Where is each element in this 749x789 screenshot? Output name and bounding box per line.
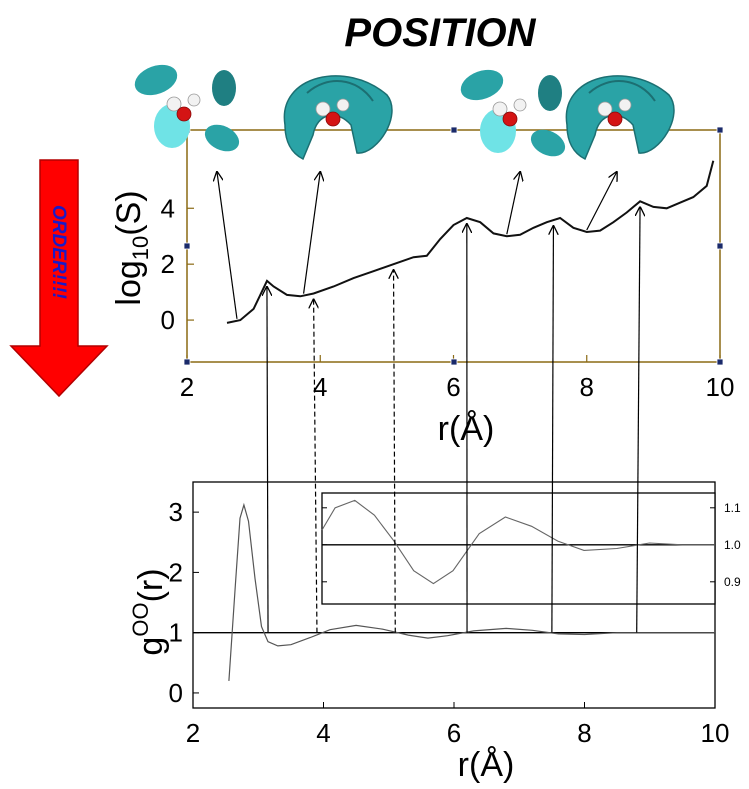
rdf-chart: 0 1 2 3 2 4 6 8 10 gOO(r) r(Å) 1.1 1.0 0.9 [128,481,741,784]
hydrogen-atom [166,96,182,112]
frame-handle [716,358,724,366]
density-map-3 [460,69,566,157]
hydrogen-atom [315,101,331,117]
rdf-y-axis-label: gOO(r) [128,568,170,655]
density-maps [134,64,675,319]
density-map-2 [283,75,393,161]
entropy-y-ticks: 0 2 4 [161,193,194,335]
hydrogen-atom [513,98,527,112]
iso-lobe [460,69,504,101]
entropy-y-axis-label: log10(S) [110,190,153,305]
frame-handle [183,358,191,366]
entropy-x-axis-label: r(Å) [438,410,495,448]
density-map-1 [134,64,240,152]
entropy-x-tick-label: 8 [580,372,594,402]
iso-lobe [538,75,562,111]
peak-connector-arrow [314,300,317,633]
frame-handle [183,242,191,250]
entropy-x-ticks: 2 4 6 8 10 [180,355,735,402]
entropy-x-tick-label: 6 [446,372,460,402]
rdf-x-tick-label: 10 [701,718,730,748]
oxygen-atom [502,111,518,127]
peak-connector-arrow [552,226,554,633]
peak-connector-arrow [267,287,268,633]
rdf-x-tick-label: 2 [186,718,200,748]
inset-curve [321,499,715,585]
hydrogen-atom [187,93,201,107]
iso-shading [588,80,656,102]
iso-cradle [283,75,393,161]
frame-handle [716,126,724,134]
iso-lobe [530,129,566,157]
hydrogen-atom [492,101,508,117]
rdf-x-tick-label: 6 [447,718,461,748]
rdf-x-tick-label: 4 [316,718,330,748]
entropy-x-tick-label: 10 [706,372,735,402]
map-pointer-arrow [217,172,238,319]
map-pointer-arrow [302,172,321,294]
frame-handle [716,242,724,250]
rdf-x-tick-label: 8 [577,718,591,748]
rdf-y-tick-label: 1 [169,618,183,648]
map-pointer-arrow [586,172,617,231]
inset-frame [321,492,716,605]
entropy-x-tick-label: 4 [313,372,327,402]
entropy-x-tick-label: 2 [180,372,194,402]
peak-connectors [267,207,640,633]
entropy-y-tick-label: 2 [161,249,175,279]
entropy-y-tick-label: 0 [161,305,175,335]
map-pointer-arrow [506,172,520,235]
iso-lobe [212,70,236,106]
rdf-x-axis-label: r(Å) [458,746,515,784]
inset-y-tick-label: 0.9 [724,575,741,589]
figure-title: POSITION [344,11,536,55]
inset-y-ticks: 1.1 1.0 0.9 [322,501,741,589]
inset-y-tick-label: 1.0 [724,538,741,552]
oxygen-atom [176,106,192,122]
rdf-y-tick-label: 3 [169,497,183,527]
entropy-chart: 0 2 4 2 4 6 8 10 log10(S) r(Å) [110,126,735,448]
hydrogen-atom [618,98,632,112]
entropy-y-tick-label: 4 [161,193,175,223]
peak-connector-arrow [637,207,640,633]
iso-lobe [204,124,240,152]
order-arrow-shape [9,159,109,398]
rdf-x-ticks: 2 4 6 8 10 [186,702,730,748]
frame-handle [450,126,458,134]
hydrogen-atom [597,101,613,117]
order-arrow-label: ORDER!!!! [48,205,69,299]
order-arrow: ORDER!!!! [9,159,109,398]
iso-shading [306,80,374,102]
rdf-y-tick-label: 2 [169,557,183,587]
rdf-inset: 1.1 1.0 0.9 [321,492,741,605]
frame-handle [450,358,458,366]
density-map-4 [565,75,675,161]
rdf-curve [228,502,715,681]
rdf-y-tick-label: 0 [169,678,183,708]
rdf-y-ticks: 0 1 2 3 [169,497,199,708]
iso-lobe [134,64,178,96]
oxygen-atom [325,111,341,127]
iso-cradle [565,75,675,161]
peak-connector-arrow [394,270,396,633]
oxygen-atom [607,111,623,127]
inset-y-tick-label: 1.1 [724,501,741,515]
entropy-curve [226,160,715,324]
hydrogen-atom [336,98,350,112]
